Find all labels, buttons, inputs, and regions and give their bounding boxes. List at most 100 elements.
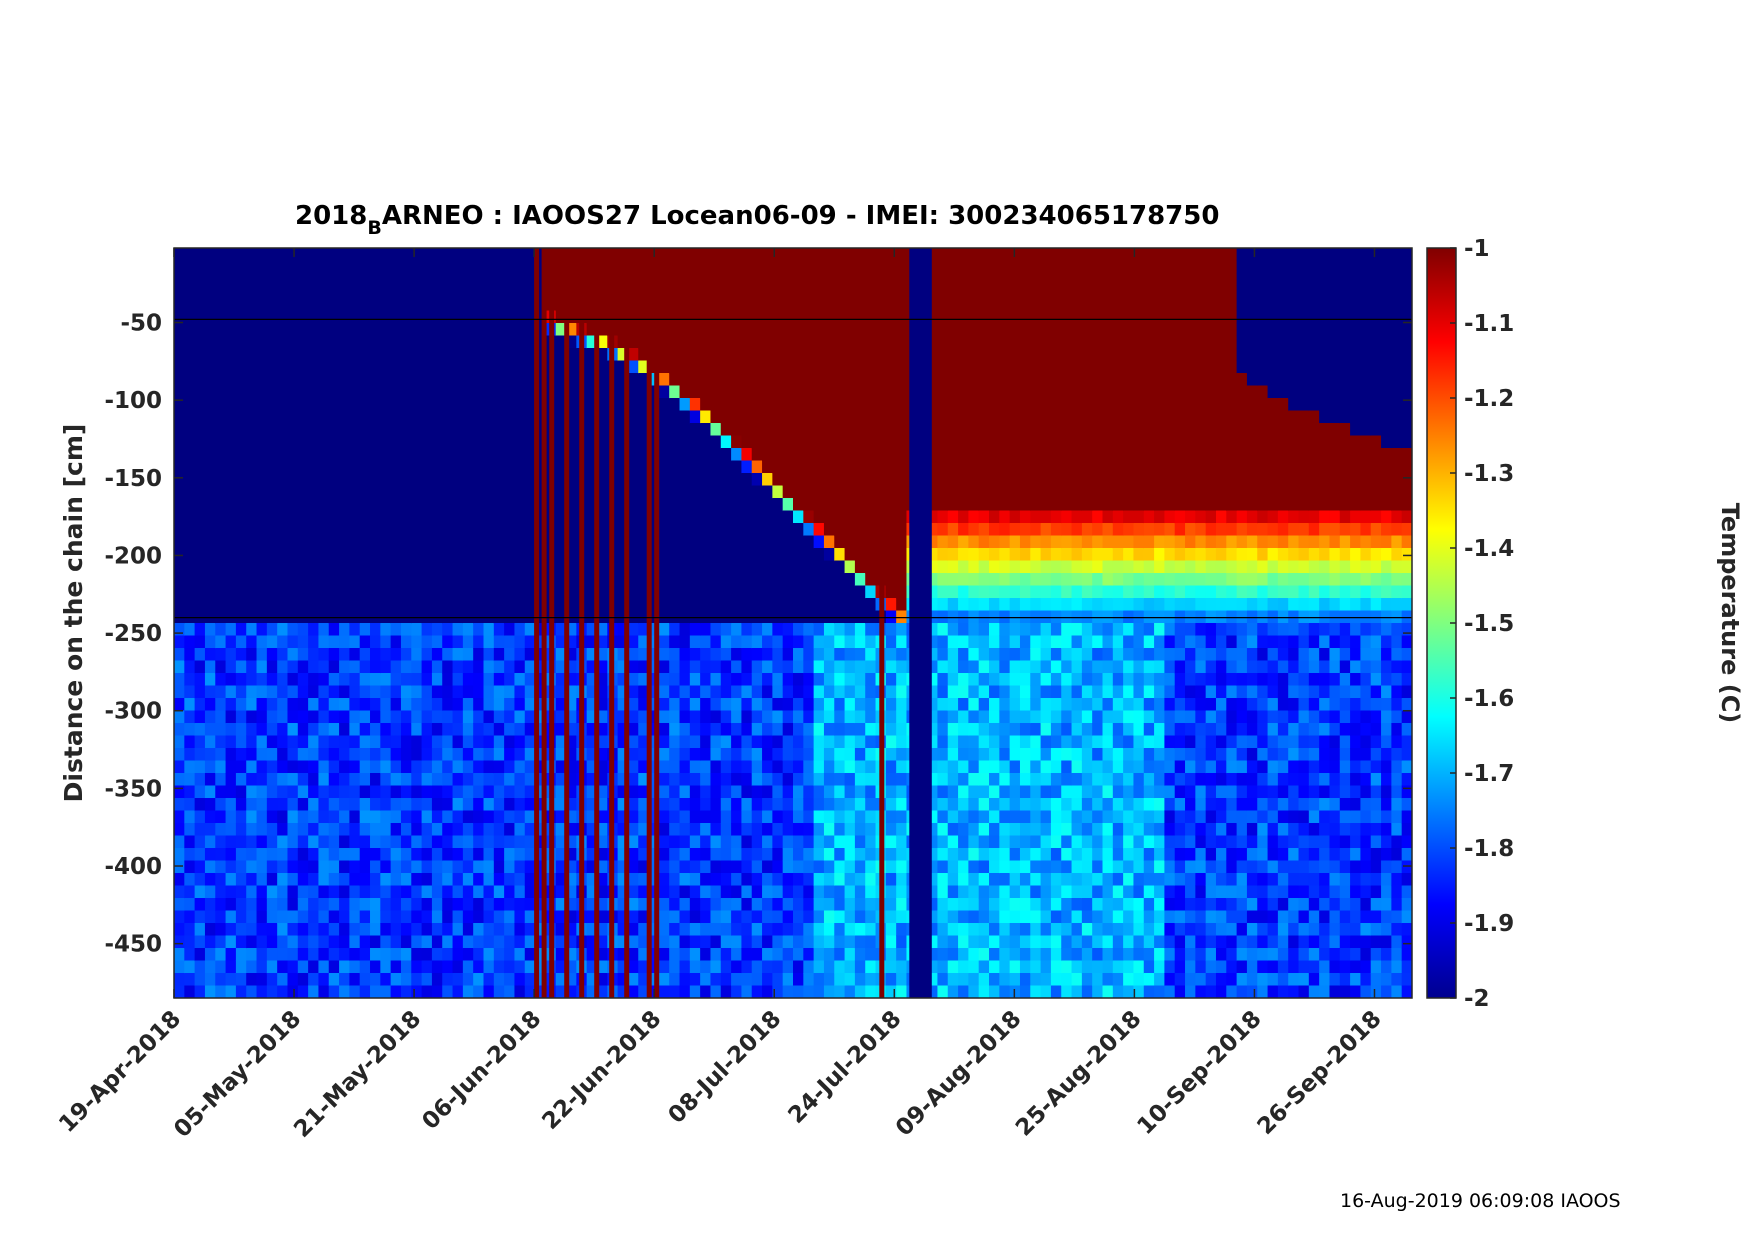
heatmap-cell: [504, 723, 516, 737]
heatmap-cell: [844, 348, 856, 362]
heatmap-cell: [421, 973, 433, 987]
heatmap-cell: [566, 798, 577, 812]
heatmap-cell: [215, 423, 227, 437]
heatmap-cell: [555, 248, 567, 262]
heatmap-cell: [627, 960, 639, 974]
heatmap-cell: [359, 960, 371, 974]
heatmap-cell: [535, 960, 546, 974]
heatmap-cell: [793, 548, 804, 562]
heatmap-cell: [854, 360, 866, 374]
heatmap-cell: [493, 310, 505, 324]
heatmap-cell: [638, 285, 650, 299]
heatmap-cell: [648, 335, 660, 349]
heatmap-cell: [762, 323, 773, 337]
heatmap-cell: [1009, 698, 1021, 712]
heatmap-cell: [937, 473, 949, 487]
heatmap-cell: [813, 960, 825, 974]
heatmap-cell: [349, 423, 361, 437]
heatmap-cell: [504, 710, 516, 724]
heatmap-cell: [762, 648, 773, 662]
heatmap-cell: [266, 348, 278, 362]
heatmap-cell: [535, 460, 546, 474]
heatmap-cell: [297, 598, 309, 612]
heatmap-cell: [617, 885, 629, 899]
heatmap-cell: [999, 298, 1011, 312]
heatmap-cell: [627, 460, 639, 474]
heatmap-cell: [256, 410, 268, 424]
heatmap-cell: [1030, 335, 1042, 349]
heatmap-cell: [235, 823, 247, 837]
heatmap-cell: [359, 910, 371, 924]
heatmap-cell: [370, 973, 381, 987]
heatmap-cell: [793, 598, 804, 612]
heatmap-cell: [308, 748, 320, 762]
heatmap-cell: [751, 960, 763, 974]
heatmap-cell: [638, 985, 650, 998]
heatmap-cell: [493, 885, 505, 899]
heatmap-cell: [452, 248, 464, 262]
heatmap-cell: [535, 560, 546, 574]
heatmap-cell: [782, 298, 794, 312]
heatmap-cell: [194, 248, 206, 262]
heatmap-cell: [225, 473, 237, 487]
heatmap-cell: [524, 535, 536, 549]
heatmap-cell: [596, 323, 608, 337]
heatmap-cell: [256, 860, 268, 874]
heatmap-cell: [793, 948, 804, 962]
heatmap-cell: [225, 285, 237, 299]
heatmap-cell: [710, 823, 722, 837]
heatmap-cell: [535, 473, 546, 487]
heatmap-cell: [359, 310, 371, 324]
heatmap-cell: [968, 348, 980, 362]
heatmap-cell: [339, 273, 350, 287]
heatmap-cell: [772, 248, 784, 262]
heatmap-cell: [328, 835, 340, 849]
heatmap-cell: [297, 848, 309, 862]
heatmap-cell: [431, 498, 443, 512]
heatmap-cell: [772, 760, 784, 774]
heatmap-cell: [524, 485, 536, 499]
heatmap-cell: [297, 635, 309, 649]
heatmap-cell: [968, 410, 980, 424]
heatmap-cell: [978, 910, 990, 924]
heatmap-cell: [493, 960, 505, 974]
heatmap-cell: [648, 360, 660, 374]
heatmap-cell: [958, 373, 969, 387]
heatmap-cell: [813, 323, 825, 337]
heatmap-cell: [225, 398, 237, 412]
heatmap-cell: [266, 723, 278, 737]
heatmap-cell: [483, 360, 495, 374]
heatmap-cell: [524, 298, 536, 312]
heatmap-cell: [772, 298, 784, 312]
heatmap-cell: [566, 585, 577, 599]
heatmap-cell: [204, 510, 216, 524]
heatmap-cell: [318, 823, 330, 837]
heatmap-cell: [772, 460, 784, 474]
heatmap-cell: [978, 535, 990, 549]
heatmap-cell: [658, 423, 670, 437]
heatmap-cell: [596, 335, 608, 349]
heatmap-cell: [297, 623, 309, 637]
heatmap-cell: [287, 598, 299, 612]
heatmap-cell: [731, 960, 743, 974]
heatmap-cell: [638, 735, 650, 749]
heatmap-cell: [184, 710, 196, 724]
heatmap-cell: [318, 623, 330, 637]
heatmap-cell: [566, 373, 577, 387]
heatmap-cell: [927, 910, 939, 924]
heatmap-cell: [390, 423, 402, 437]
heatmap-cell: [741, 985, 753, 998]
heatmap-cell: [452, 623, 464, 637]
heatmap-cell: [339, 860, 350, 874]
heatmap-cell: [339, 973, 350, 987]
heatmap-cell: [700, 748, 712, 762]
heatmap-cell: [215, 810, 227, 824]
heatmap-cell: [328, 885, 340, 899]
heatmap-cell: [493, 285, 505, 299]
heatmap-cell: [947, 585, 959, 599]
heatmap-cell: [431, 348, 443, 362]
heatmap-cell: [586, 498, 598, 512]
heatmap-cell: [865, 285, 877, 299]
heatmap-cell: [999, 848, 1011, 862]
heatmap-cell: [431, 535, 443, 549]
